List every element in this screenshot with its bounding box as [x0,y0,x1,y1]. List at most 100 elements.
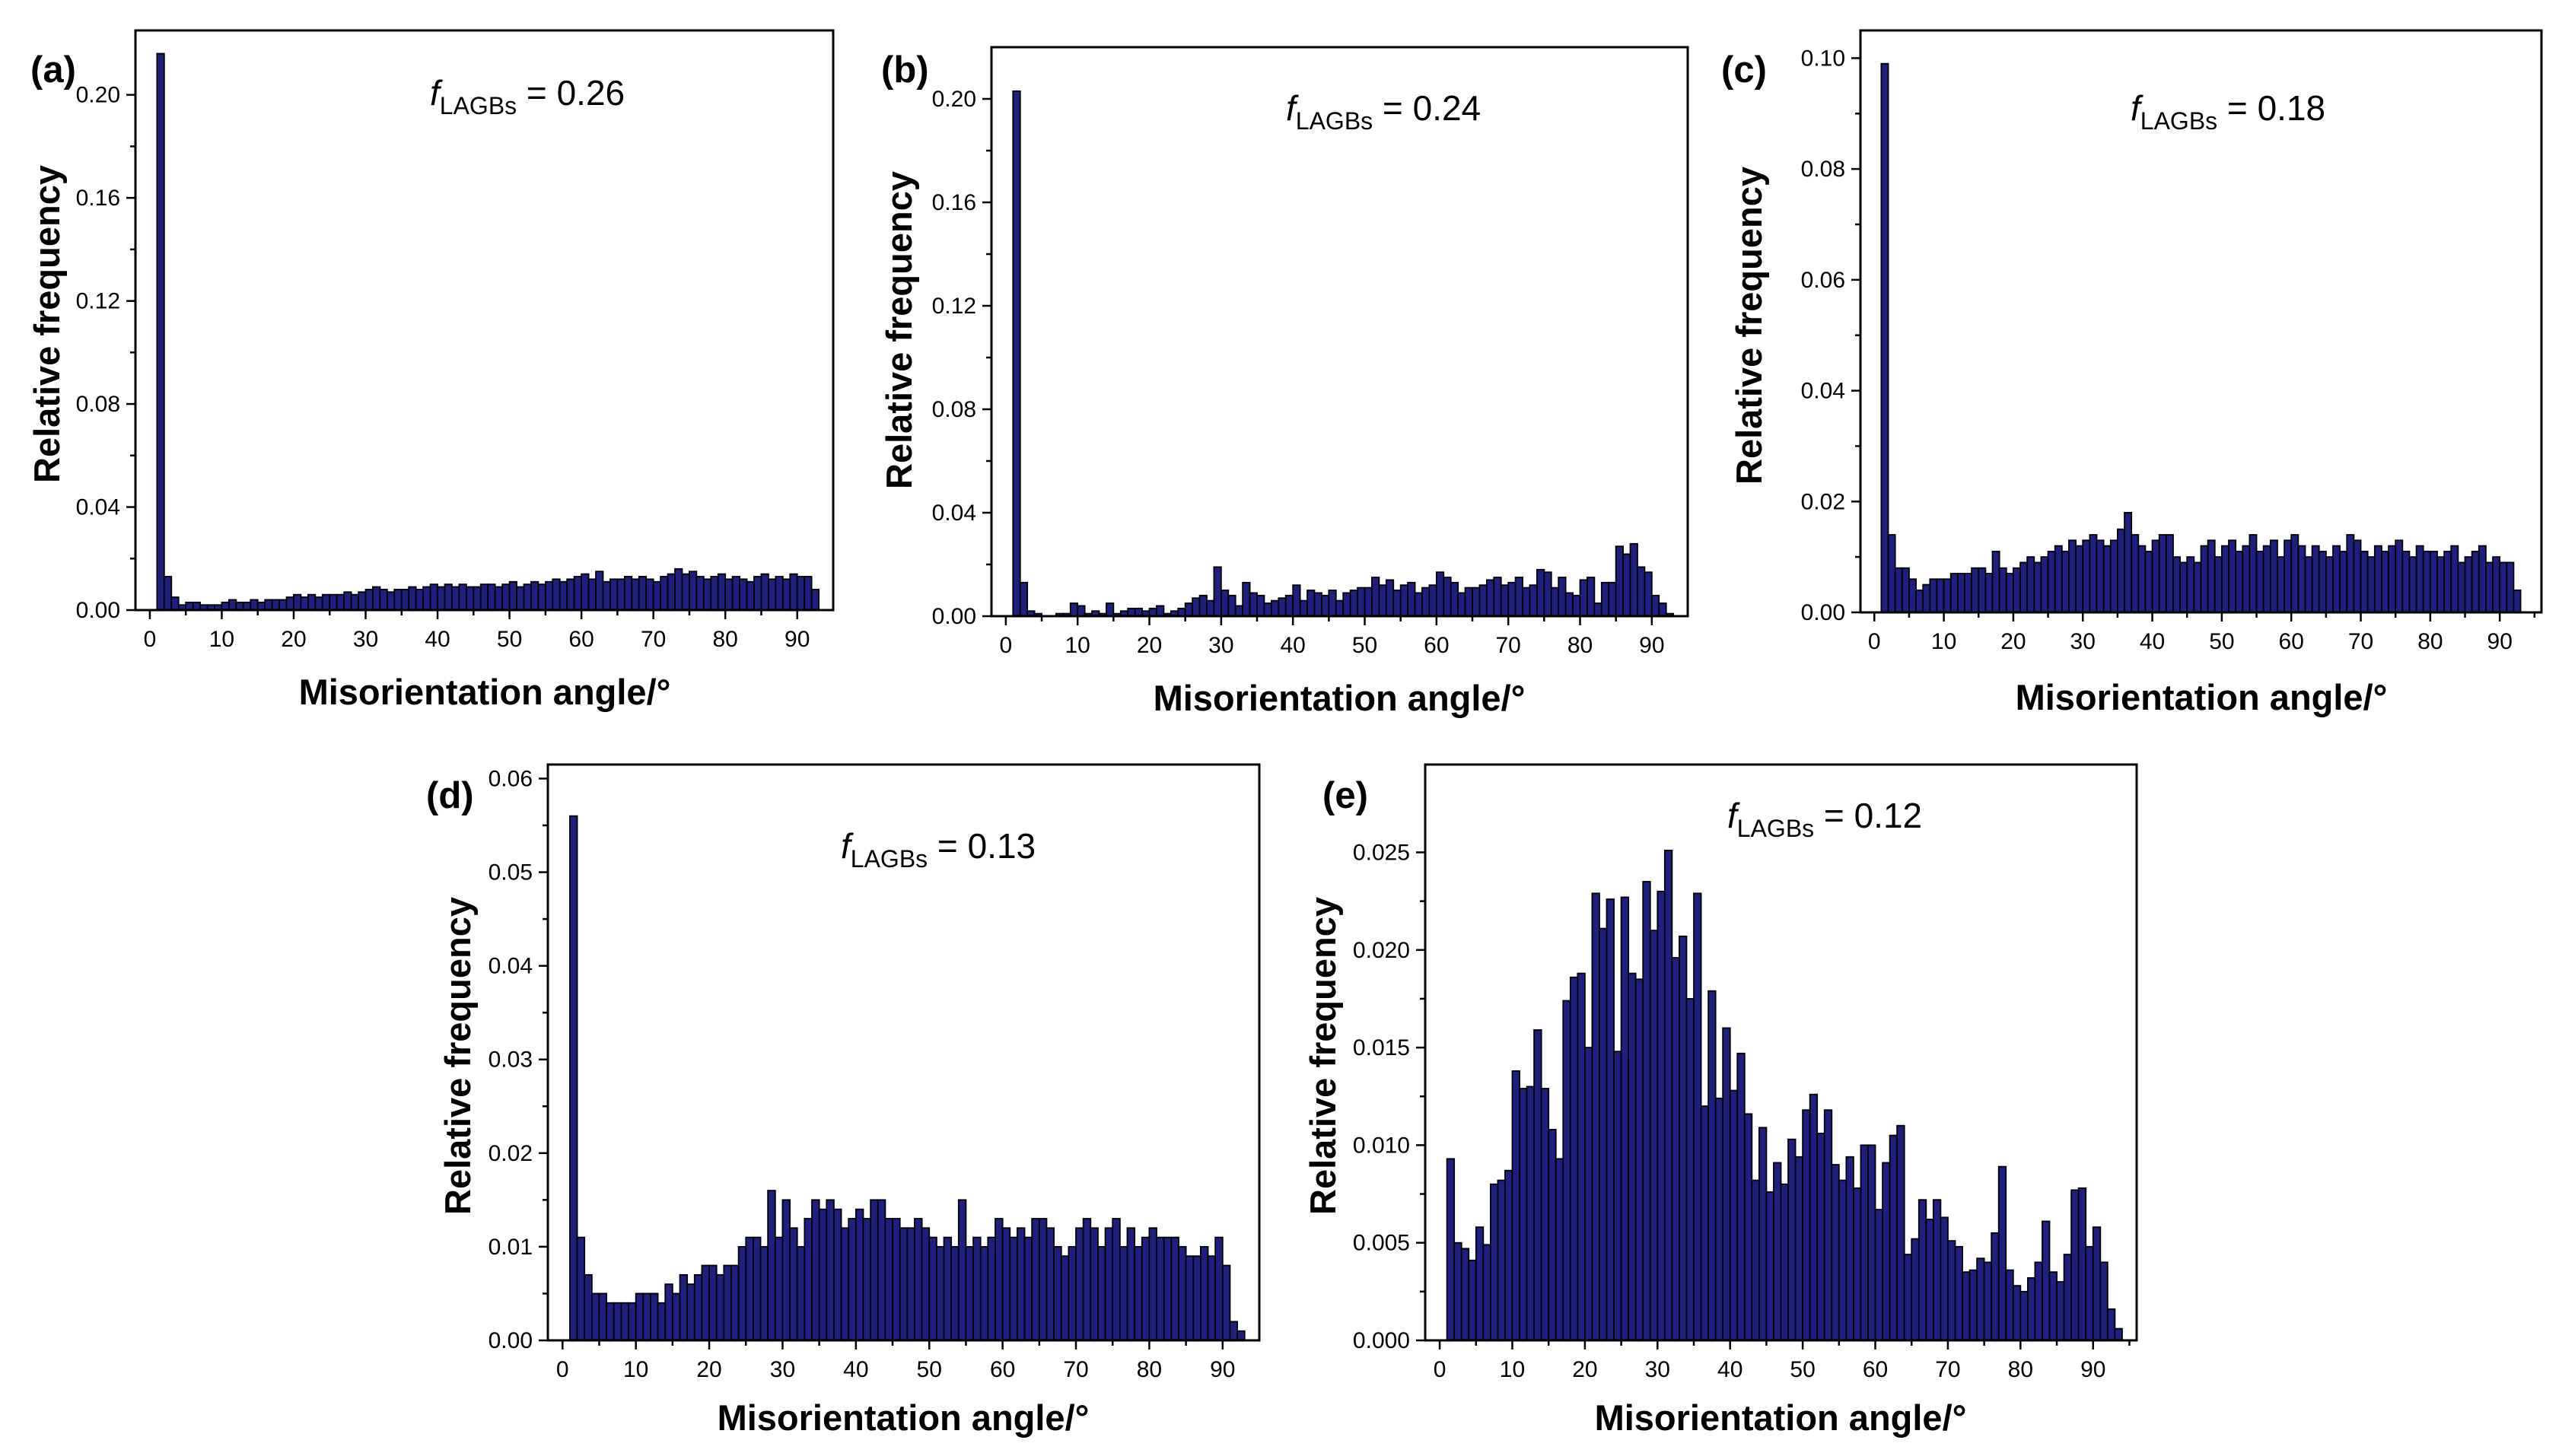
histogram-bar [1650,594,1660,617]
histogram-bar [256,601,266,611]
histogram-bar [2137,545,2147,613]
histogram-bar [1278,597,1287,617]
histogram-bar [1284,594,1294,617]
chart-panel-c: 0 10 20 30 40 50 60 70 80 90 0.00 0.02 0.04 0.06 0.08 0… [1721,29,2543,717]
histogram-bar [899,1227,909,1341]
histogram-bar [1838,1179,1848,1341]
histogram-bar [1485,579,1495,617]
histogram-bar [1328,590,1337,617]
x-axis-title: Misorientation angle/° [1595,1397,1967,1438]
y-tick-label: 0.04 [932,501,976,526]
histogram-bar [516,586,525,611]
histogram-bar [1163,1236,1173,1341]
histogram-bar [537,583,546,611]
histogram-bar [1141,1236,1151,1341]
y-tick-label: 0.08 [1801,157,1845,182]
histogram-bar [2318,550,2327,613]
lagb-fraction-annotation: fLAGBs = 0.24 [1286,88,1481,135]
histogram-bar [1192,1255,1201,1341]
x-tick-label: 70 [1935,1357,1960,1382]
x-axis-title: Misorientation angle/° [299,672,671,712]
histogram-bar [1482,1244,1491,1341]
histogram-bar [544,580,554,611]
histogram-bar [724,578,734,611]
histogram-bar [840,1227,850,1341]
histogram-bar [1464,587,1473,617]
histogram-bar [1606,898,1615,1341]
histogram-bar [2395,539,2404,613]
histogram-bar [811,1199,820,1341]
y-tick-label: 0.06 [489,766,533,791]
histogram-bar [1991,1232,2000,1341]
histogram-bar [1555,1158,1564,1341]
histogram-bar [307,593,317,611]
histogram-bar [1915,589,1924,613]
histogram-bar [737,1246,747,1341]
histogram-bar [1722,1027,1731,1341]
histogram-bar [1954,1245,1963,1341]
histogram-bar [1823,1109,1833,1341]
histogram-bar [1460,1248,1470,1341]
histogram-bar [1514,577,1523,617]
histogram-bar [598,1292,608,1341]
x-tick-label: 0 [1000,633,1013,658]
x-tick-label: 20 [1137,633,1162,658]
annotation-symbol: f [430,73,443,113]
histogram-bar [1206,599,1215,617]
histogram-bar [2106,1308,2116,1341]
y-tick-label: 0.08 [932,397,976,422]
histogram-bar [1529,584,1538,617]
histogram-bar [1378,584,1387,617]
histogram-bar [1613,1051,1622,1341]
histogram-bar [1968,1269,1978,1341]
histogram-bar [862,1218,872,1341]
histogram-bar [2068,539,2077,613]
x-tick-label: 30 [770,1357,795,1382]
histogram-bar [1874,1209,1883,1341]
panel-label: (d) [426,775,474,816]
x-axis-title: Misorientation angle/° [718,1397,1090,1438]
histogram-bar [1962,1271,1971,1341]
histogram-bar [1178,1246,1187,1341]
histogram-bar [628,1302,637,1341]
x-tick-label: 10 [623,1357,648,1382]
histogram-bar [1599,927,1608,1341]
histogram-bar [2042,1220,2051,1341]
x-tick-label: 10 [1065,633,1090,658]
histogram-bar [855,1208,864,1341]
histogram-bar [163,576,173,611]
histogram-bar [965,1246,974,1341]
histogram-bar [753,576,762,611]
histogram-bar [2325,556,2334,613]
histogram-bar [1901,567,1910,613]
histogram-bar [364,589,374,611]
y-tick-label: 0.03 [489,1047,533,1073]
annotation-value: = 0.12 [1814,796,1922,835]
histogram-bar [972,1236,982,1341]
histogram-bar [745,1236,754,1341]
x-tick-label: 20 [696,1357,721,1382]
y-tick-label: 0.16 [76,186,120,211]
histogram-bar [1213,566,1222,617]
histogram-bar [1540,1088,1550,1341]
histogram-bar [1414,592,1423,617]
histogram-bar [581,573,590,611]
histogram-bar [1600,581,1610,617]
histogram-bar [1758,1127,1768,1341]
histogram-bar [1511,1070,1520,1341]
histogram-bar [2114,1327,2123,1341]
histogram-bar [1126,1227,1136,1341]
histogram-bar [1947,1240,1956,1341]
x-tick-label: 40 [1280,633,1305,658]
histogram-bar [2026,556,2035,613]
x-axis-title: Misorientation angle/° [1154,678,1526,718]
y-tick-label: 0.06 [1801,268,1845,293]
histogram-bar [1729,1089,1739,1341]
histogram-bar [1649,930,1659,1341]
histogram-bar [1443,577,1452,617]
x-tick-label: 40 [425,627,450,652]
histogram-bar [1119,1246,1128,1341]
histogram-bar [1964,573,1973,613]
histogram-bar [1657,890,1666,1341]
histogram-bar [2013,567,2021,613]
